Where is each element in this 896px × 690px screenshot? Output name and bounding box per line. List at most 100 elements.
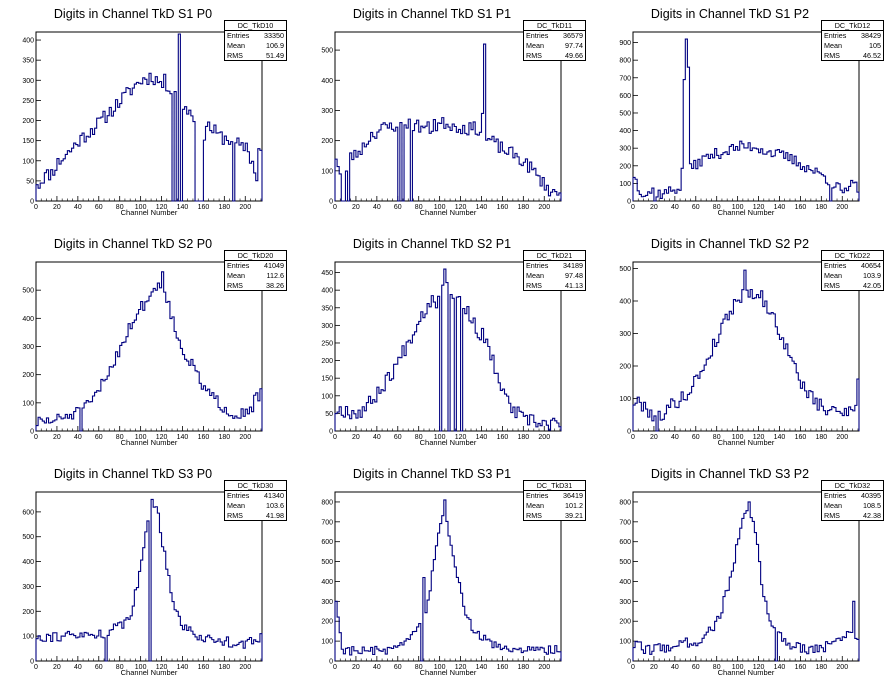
y-tick-label: 900	[619, 40, 631, 47]
stats-label: Entries	[227, 491, 250, 500]
x-tick-label: 120	[455, 664, 467, 671]
stats-value: 103.9	[863, 271, 881, 280]
histogram-plot: 0 20 40 60 80 100 120 140 160 180 200 0 50 100 150 200 2…	[321, 261, 562, 441]
x-tick-label: 140	[177, 434, 189, 441]
x-tick-label: 160	[198, 664, 210, 671]
stats-value: 39.21	[565, 511, 583, 520]
histogram-plot: 0 20 40 60 80 100 120 140 160 180 200 0 100 200 300 400…	[619, 261, 860, 441]
x-tick-label: 180	[218, 204, 230, 211]
hist-name: DC_TkD31	[524, 481, 585, 491]
stats-label: Mean	[227, 41, 245, 50]
plot-frame	[334, 491, 562, 662]
x-tick-label: 40	[74, 664, 82, 671]
stats-box: DC_TkD20 Entries 41049 Mean 112.6 RMS 38.26	[224, 250, 287, 291]
stats-value: 97.74	[565, 41, 583, 50]
stats-label: RMS	[526, 281, 542, 290]
histogram-series-line	[334, 499, 562, 662]
x-tick-label: 80	[713, 664, 721, 671]
x-tick-label: 200	[538, 434, 550, 441]
hist-name: DC_TkD11	[524, 21, 585, 31]
stats-row-entries: Entries 38429	[822, 31, 883, 41]
y-tick-label: 100	[619, 396, 631, 403]
y-tick-label: 200	[22, 609, 34, 616]
y-tick-label: 100	[22, 158, 34, 165]
x-tick-label: 100	[135, 204, 147, 211]
x-tick-label: 20	[352, 664, 360, 671]
y-tick-label: 100	[22, 400, 34, 407]
x-tick-label: 20	[352, 434, 360, 441]
x-tick-label: 80	[713, 434, 721, 441]
x-tick-label: 40	[373, 204, 381, 211]
x-axis-label: Channel Number	[717, 438, 775, 447]
stats-row-rms: RMS 39.21	[524, 511, 585, 521]
histogram-panel: 0 20 40 60 80 100 120 140 160 180 200 0 100 200 300 400…	[597, 0, 895, 230]
stats-value: 41.98	[266, 511, 284, 520]
y-tick-label: 250	[321, 340, 333, 347]
stats-row-entries: Entries 34189	[524, 261, 585, 271]
stats-value: 106.9	[266, 41, 284, 50]
histogram-panel: 0 20 40 60 80 100 120 140 160 180 200 0 100 200 300 400…	[299, 460, 597, 690]
y-tick-label: 100	[321, 393, 333, 400]
stats-label: RMS	[526, 511, 542, 520]
stats-label: Entries	[526, 491, 549, 500]
histogram-series-line	[632, 501, 860, 662]
y-tick-label: 300	[619, 599, 631, 606]
histogram-series-line	[35, 498, 263, 662]
x-tick-label: 100	[434, 664, 446, 671]
chart-title: Digits in Channel TkD S1 P0	[53, 7, 213, 21]
y-tick-label: 0	[329, 429, 333, 436]
stats-row-entries: Entries 41049	[225, 261, 286, 271]
x-tick-label: 40	[74, 434, 82, 441]
y-tick-label: 400	[619, 128, 631, 135]
x-tick-label: 0	[631, 434, 635, 441]
stats-label: RMS	[227, 511, 243, 520]
y-tick-label: 400	[22, 316, 34, 323]
stats-row-mean: Mean 106.9	[225, 41, 286, 51]
x-tick-label: 0	[631, 204, 635, 211]
x-tick-label: 20	[53, 434, 61, 441]
x-tick-label: 100	[135, 664, 147, 671]
histogram-series-line	[35, 271, 263, 432]
x-tick-label: 140	[476, 664, 488, 671]
y-tick-label: 50	[325, 411, 333, 418]
histogram-plot: 0 20 40 60 80 100 120 140 160 180 200 0 100 200 300 400…	[619, 31, 860, 211]
y-tick-label: 250	[22, 98, 34, 105]
chart-title: Digits in Channel TkD S3 P2	[650, 467, 810, 481]
stats-value: 112.6	[266, 271, 284, 280]
stats-row-rms: RMS 41.13	[524, 281, 585, 291]
y-tick-label: 0	[627, 199, 631, 206]
x-tick-label: 60	[95, 664, 103, 671]
y-tick-label: 200	[22, 372, 34, 379]
x-tick-label: 40	[671, 204, 679, 211]
x-tick-label: 140	[476, 434, 488, 441]
x-tick-label: 100	[434, 204, 446, 211]
x-tick-label: 100	[732, 204, 744, 211]
x-tick-label: 180	[815, 434, 827, 441]
stats-value: 42.05	[863, 281, 881, 290]
y-tick-label: 350	[321, 305, 333, 312]
stats-label: RMS	[824, 51, 840, 60]
stats-row-rms: RMS 49.66	[524, 51, 585, 61]
stats-box: DC_TkD10 Entries 33350 Mean 106.9 RMS 51.49	[224, 20, 287, 61]
x-tick-label: 20	[650, 434, 658, 441]
plot-frame	[35, 31, 263, 202]
y-tick-label: 600	[321, 539, 333, 546]
y-tick-label: 200	[22, 118, 34, 125]
y-tick-label: 500	[22, 288, 34, 295]
stats-label: Mean	[526, 271, 544, 280]
y-tick-label: 400	[321, 579, 333, 586]
x-tick-label: 80	[116, 664, 124, 671]
y-tick-label: 200	[321, 138, 333, 145]
y-tick-label: 500	[619, 110, 631, 117]
x-tick-label: 120	[455, 204, 467, 211]
x-tick-label: 80	[415, 664, 423, 671]
y-tick-label: 0	[627, 659, 631, 666]
x-tick-label: 180	[517, 204, 529, 211]
stats-row-entries: Entries 40654	[822, 261, 883, 271]
y-tick-label: 350	[22, 58, 34, 65]
y-tick-label: 500	[619, 559, 631, 566]
y-tick-label: 700	[619, 75, 631, 82]
x-tick-label: 140	[774, 434, 786, 441]
histogram-plot: 0 20 40 60 80 100 120 140 160 180 200 0 100 200 300 400…	[22, 261, 263, 441]
stats-row-entries: Entries 40395	[822, 491, 883, 501]
